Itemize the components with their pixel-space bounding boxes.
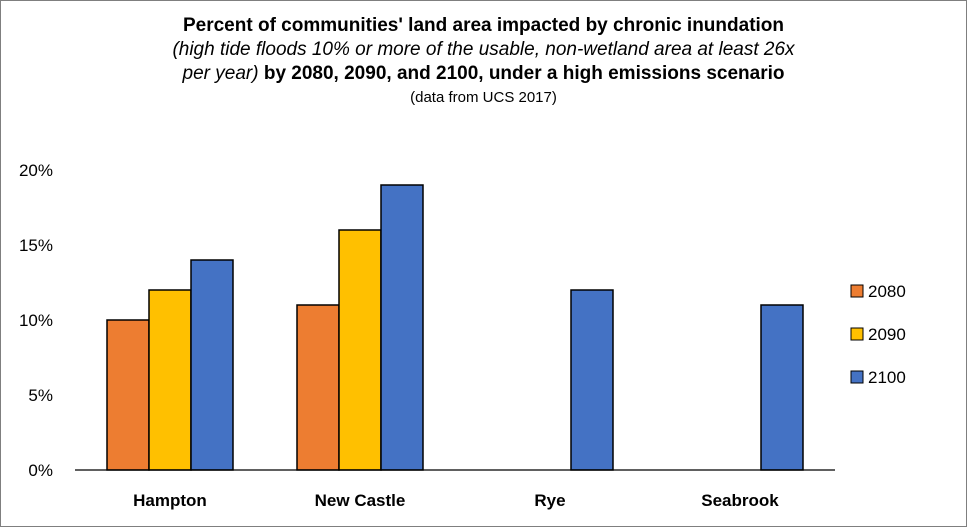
- y-tick-label: 20%: [19, 161, 53, 180]
- legend-label-2080: 2080: [868, 282, 906, 301]
- bar-2100-rye: [570, 289, 614, 471]
- legend-swatch-2100: [850, 370, 864, 384]
- y-tick-label: 5%: [28, 386, 53, 405]
- bar-2100-hampton: [190, 259, 234, 471]
- bar-2080-new-castle: [296, 304, 340, 471]
- x-category-label: Rye: [534, 491, 565, 510]
- x-category-label: New Castle: [315, 491, 406, 510]
- y-tick-label: 10%: [19, 311, 53, 330]
- x-category-label: Hampton: [133, 491, 207, 510]
- legend-swatch-2080: [850, 284, 864, 298]
- y-tick-label: 15%: [19, 236, 53, 255]
- y-tick-label: 0%: [28, 461, 53, 480]
- legend-label-2100: 2100: [868, 368, 906, 387]
- chart-title-italic-1: (high tide floods 10% or more of the usa…: [172, 39, 795, 60]
- bar-2080-hampton: [106, 319, 150, 471]
- chart-title-bold-tail: by 2080, 2090, and 2100, under a high em…: [258, 63, 785, 84]
- chart-subtitle: (data from UCS 2017): [410, 89, 557, 106]
- bar-2090-new-castle: [338, 229, 382, 471]
- legend-swatch-2090: [850, 327, 864, 341]
- chart-title: Percent of communities' land area impact…: [182, 15, 785, 36]
- chart-title-line-3: per year) by 2080, 2090, and 2100, under…: [0, 62, 967, 86]
- legend-label-2090: 2090: [868, 325, 906, 344]
- chart-title-block: Percent of communities' land area impact…: [0, 14, 967, 109]
- bar-2100-seabrook: [760, 304, 804, 471]
- bar-2100-new-castle: [380, 184, 424, 471]
- chart-title-line-2: (high tide floods 10% or more of the usa…: [0, 38, 967, 62]
- chart-title-italic-2: per year): [182, 63, 259, 84]
- bar-2090-hampton: [148, 289, 192, 471]
- x-category-label: Seabrook: [701, 491, 779, 510]
